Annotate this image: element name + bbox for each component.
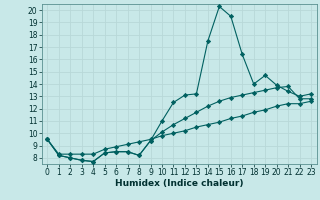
X-axis label: Humidex (Indice chaleur): Humidex (Indice chaleur) bbox=[115, 179, 244, 188]
